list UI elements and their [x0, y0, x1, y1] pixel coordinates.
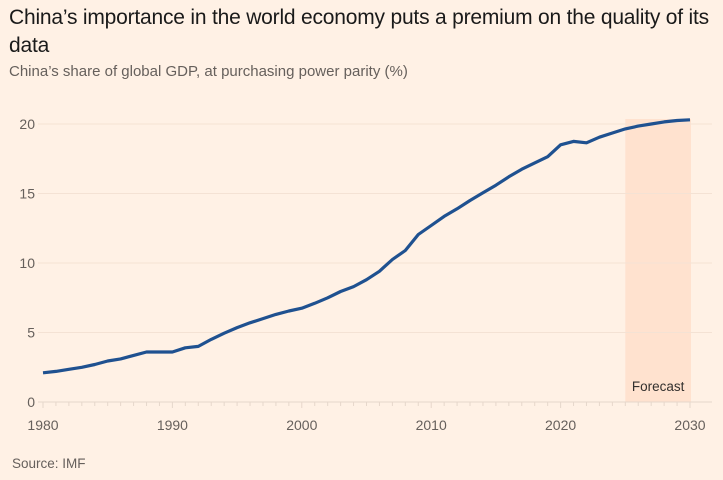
gdp-share-line: [42, 118, 691, 375]
x-tick-label: 2030: [674, 417, 705, 433]
x-tick-label: 2010: [416, 417, 447, 433]
x-tick-label: 1990: [157, 417, 188, 433]
forecast-label: Forecast: [632, 379, 685, 394]
y-tick-label: 0: [27, 394, 35, 410]
chart-title: China’s importance in the world economy …: [9, 6, 709, 57]
forecast-band: [625, 119, 691, 402]
x-tick-label: 2000: [286, 417, 317, 433]
x-tick-label: 2020: [545, 417, 576, 433]
chart-subtitle: China’s share of global GDP, at purchasi…: [9, 63, 408, 80]
y-tick-label: 5: [27, 325, 35, 341]
y-tick-label: 15: [19, 186, 35, 202]
source-note: Source: IMF: [12, 456, 86, 471]
y-tick-label: 20: [19, 116, 35, 132]
y-tick-label: 10: [19, 255, 35, 271]
x-tick-label: 1980: [27, 417, 58, 433]
